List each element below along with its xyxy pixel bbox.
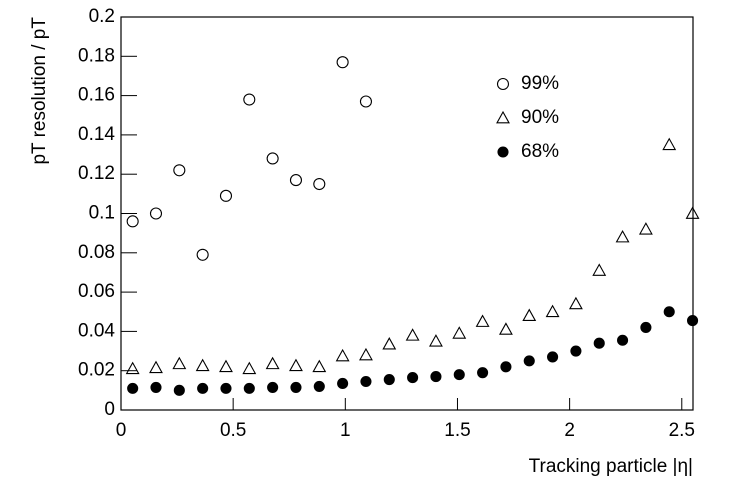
marker (267, 381, 279, 393)
marker (243, 93, 256, 106)
marker (289, 174, 303, 187)
x-tick-label: 1 (340, 420, 351, 441)
marker (360, 375, 372, 388)
y-tick-label: 0.06 (78, 281, 115, 302)
marker (172, 356, 187, 370)
marker (173, 384, 185, 396)
marker (243, 382, 255, 394)
y-tick-label: 0.14 (78, 124, 115, 145)
marker (382, 337, 397, 350)
marker (196, 248, 209, 261)
marker (453, 369, 465, 381)
marker (405, 328, 420, 341)
y-tick-label: 0.18 (78, 45, 115, 66)
marker (663, 306, 675, 318)
marker (522, 308, 537, 322)
marker (126, 215, 139, 228)
marker (359, 95, 373, 108)
y-tick-label: 0 (104, 399, 115, 420)
marker (149, 207, 163, 220)
marker (220, 382, 232, 394)
marker (197, 382, 209, 394)
legend-marker (497, 146, 509, 158)
marker (545, 304, 560, 318)
y-tick-label: 0.1 (89, 203, 115, 224)
marker (383, 373, 395, 386)
legend-label: 99% (521, 73, 559, 94)
marker (452, 326, 467, 339)
y-tick-label: 0.16 (78, 85, 115, 106)
marker (173, 164, 186, 177)
marker (685, 206, 700, 219)
marker (430, 371, 442, 383)
marker (498, 322, 513, 335)
y-tick-label: 0.2 (89, 6, 115, 27)
marker (312, 359, 327, 373)
marker (335, 348, 350, 362)
marker (337, 377, 349, 390)
marker (195, 358, 210, 372)
marker (592, 263, 607, 276)
legend-label: 90% (521, 107, 559, 128)
y-tick-label: 0.12 (78, 163, 115, 184)
legend-marker (496, 77, 510, 91)
marker (150, 381, 162, 393)
plot-frame (120, 16, 694, 411)
x-tick-label: 2.5 (669, 420, 695, 441)
marker (640, 321, 652, 334)
marker (265, 356, 280, 370)
marker (429, 334, 443, 347)
marker (149, 360, 163, 374)
marker (219, 189, 233, 202)
marker (289, 358, 303, 372)
marker (570, 345, 582, 357)
marker (125, 361, 140, 375)
marker (617, 334, 629, 346)
x-axis-title: Tracking particle |η| (529, 456, 693, 477)
x-tick-label: 1.5 (444, 420, 470, 441)
marker (313, 177, 326, 191)
marker (359, 347, 373, 361)
marker (475, 314, 490, 327)
marker (687, 315, 699, 327)
marker (127, 382, 139, 394)
marker (662, 137, 677, 151)
marker (266, 152, 279, 165)
y-tick-label: 0.04 (78, 320, 115, 341)
y-tick-label: 0.02 (78, 360, 115, 381)
marker (477, 367, 489, 379)
marker (407, 372, 419, 384)
y-tick-label: 0.08 (78, 242, 115, 263)
marker (242, 361, 257, 375)
x-tick-label: 0 (116, 420, 127, 441)
legend-label: 68% (521, 141, 559, 162)
marker (313, 380, 325, 392)
marker (336, 56, 349, 69)
marker (615, 229, 630, 243)
x-tick-label: 0.5 (220, 420, 246, 441)
marker (500, 361, 512, 373)
marker (290, 381, 302, 393)
marker (638, 222, 653, 235)
y-axis-title: pT resolution / pT (29, 17, 50, 165)
x-tick-label: 2 (564, 420, 575, 441)
marker (547, 351, 559, 363)
marker (219, 359, 233, 373)
marker (568, 296, 583, 310)
legend-marker (496, 110, 510, 124)
marker (523, 355, 535, 367)
marker (593, 337, 605, 349)
